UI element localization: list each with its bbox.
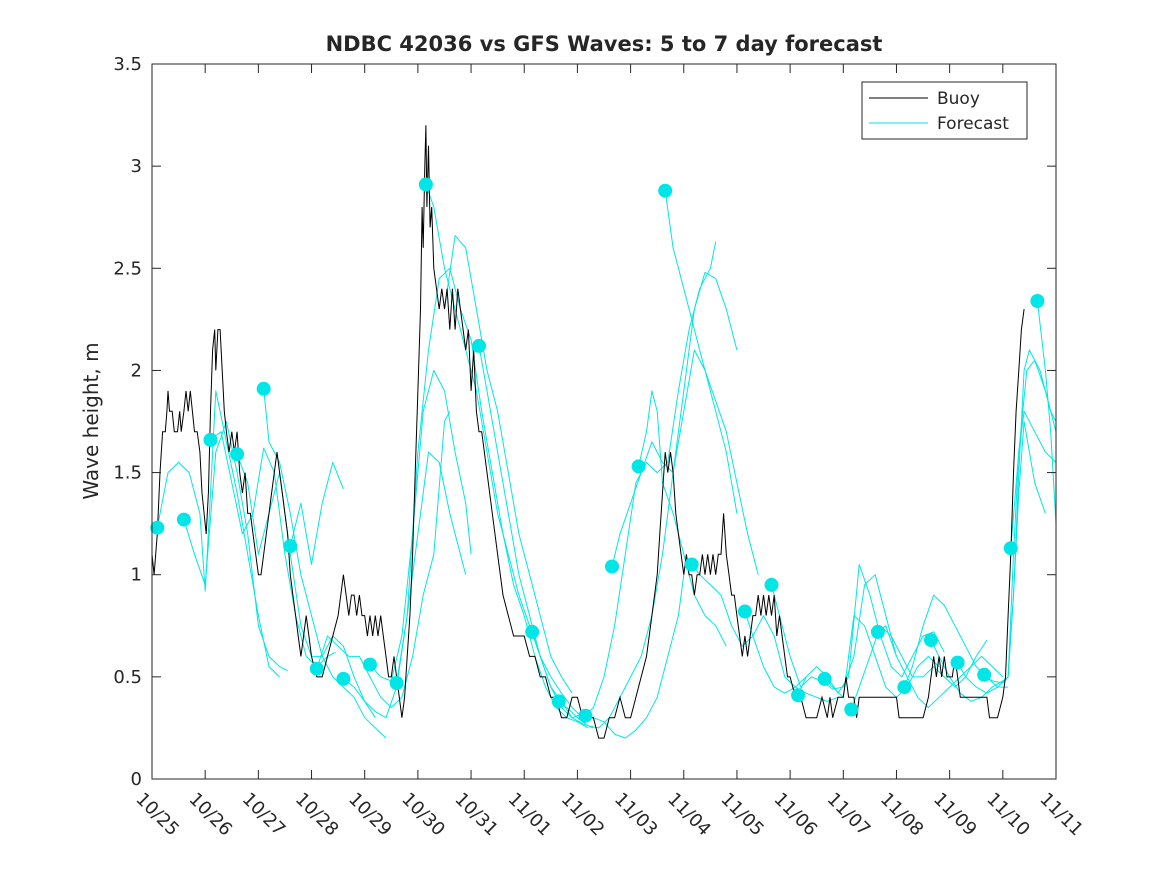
chart-title: NDBC 42036 vs GFS Waves: 5 to 7 day fore…	[326, 32, 883, 56]
forecast-marker-11	[472, 338, 486, 353]
forecast-line-7	[316, 411, 451, 708]
forecast-marker-27	[950, 655, 965, 670]
forecast-line-21	[744, 611, 839, 702]
y-tick-label: 3	[131, 156, 142, 177]
forecast-marker-3	[230, 447, 245, 462]
forecast-line-27	[903, 594, 1009, 688]
forecast-marker-7	[336, 671, 351, 686]
forecast-series-group	[156, 184, 1057, 739]
forecast-marker-15	[605, 559, 619, 574]
forecast-line-19	[664, 190, 759, 575]
forecast-line-24	[824, 615, 940, 698]
forecast-line-14	[531, 574, 685, 739]
forecast-marker-12	[525, 624, 540, 639]
forecast-line-32	[1036, 300, 1057, 524]
forecast-marker-22	[817, 671, 832, 686]
y-tick-label: 0	[131, 769, 142, 790]
legend-box	[861, 81, 1028, 140]
forecast-marker-18	[684, 557, 699, 572]
forecast-marker-6	[309, 661, 324, 676]
y-tick-label: 1	[131, 565, 142, 586]
y-tick-label: 1.5	[113, 463, 142, 484]
forecast-markers-group	[150, 177, 1045, 723]
forecast-marker-28	[977, 667, 992, 682]
forecast-marker-1	[176, 512, 191, 527]
forecast-line-16	[585, 241, 717, 717]
y-tick-label: 2	[131, 360, 142, 381]
forecast-line-9	[369, 369, 472, 682]
forecast-line-31	[1010, 359, 1057, 549]
forecast-line-30	[983, 349, 1057, 684]
forecast-line-23	[797, 564, 945, 696]
forecast-line-15	[558, 271, 738, 729]
legend: Buoy Forecast	[861, 81, 1028, 140]
forecast-marker-2	[203, 432, 218, 447]
axes-box	[151, 63, 1057, 780]
forecast-line-29	[957, 410, 1057, 694]
forecast-marker-9	[389, 676, 404, 690]
forecast-marker-16	[631, 459, 646, 474]
forecast-line-26	[877, 625, 1004, 708]
forecast-line-20	[691, 564, 807, 688]
forecast-marker-5	[283, 539, 298, 554]
forecast-line-5	[263, 388, 387, 739]
forecast-line-12	[444, 235, 573, 694]
forecast-line-28	[930, 421, 1046, 702]
legend-buoy-label: Buoy	[937, 89, 980, 109]
forecast-marker-26	[924, 633, 938, 648]
forecast-marker-30	[1030, 294, 1045, 308]
forecast-marker-0	[150, 520, 165, 535]
forecast-marker-23	[844, 702, 859, 717]
forecast-marker-25	[897, 680, 912, 695]
buoy-series-group	[151, 125, 1025, 739]
forecast-marker-8	[363, 657, 377, 672]
forecast-marker-24	[870, 624, 885, 639]
forecast-marker-17	[658, 183, 673, 198]
y-tick-label: 0.5	[113, 667, 142, 688]
axes-group	[151, 63, 1057, 780]
y-axis-label: Wave height, m	[79, 342, 103, 499]
forecast-marker-4	[256, 381, 271, 396]
forecast-line-2	[183, 421, 288, 672]
forecast-line-22	[771, 574, 897, 690]
forecast-marker-19	[737, 604, 752, 619]
buoy-line	[151, 125, 1025, 739]
forecast-line-18	[638, 390, 727, 647]
forecast-marker-13	[551, 694, 566, 709]
forecast-marker-10	[418, 177, 433, 192]
y-ticks-group: 0 0.5 1 1.5 2 2.5 3 3.5	[113, 54, 1056, 790]
forecast-line-25	[850, 625, 988, 710]
forecast-marker-21	[791, 688, 806, 703]
plot-area	[152, 64, 1056, 779]
forecast-marker-29	[1003, 541, 1018, 556]
legend-forecast-label: Forecast	[937, 114, 1009, 134]
forecast-line-6	[289, 461, 344, 565]
forecast-marker-14	[578, 708, 593, 723]
forecast-marker-20	[764, 577, 779, 592]
y-tick-label: 3.5	[113, 54, 142, 75]
y-tick-label: 2.5	[113, 258, 142, 279]
forecast-line-4	[236, 454, 376, 718]
